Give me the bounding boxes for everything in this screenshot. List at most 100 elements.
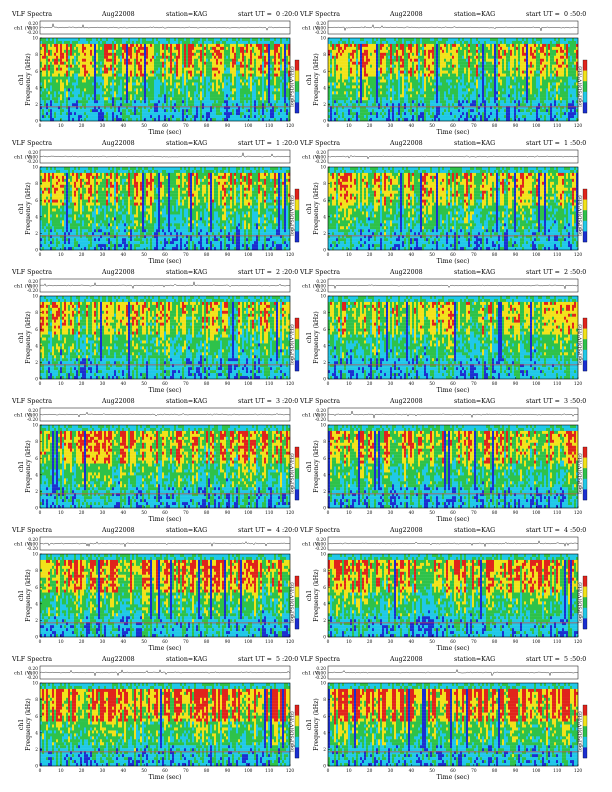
spectrogram-cell (178, 67, 181, 71)
spectrogram-cell (220, 58, 223, 62)
spectrogram-cell (54, 103, 57, 107)
spectrogram-cell (190, 52, 193, 56)
spectrogram-cell (336, 97, 339, 101)
spectrogram-cell (386, 38, 389, 42)
spectrogram-cell (250, 82, 253, 86)
spectrogram-cell (418, 103, 421, 107)
spectrogram-cell (288, 115, 291, 119)
spectrogram-cell (272, 85, 275, 89)
spectrogram-cell (108, 97, 111, 101)
spectrogram-cell (242, 64, 245, 68)
spectrogram-cell (92, 79, 95, 83)
spectrogram-cell (156, 112, 159, 116)
spectrogram-cell (164, 40, 167, 45)
spectrogram-cell (390, 40, 393, 45)
spectrogram-cell (158, 46, 161, 50)
spectrogram-cell (258, 88, 261, 92)
spectrogram-cell (138, 64, 141, 68)
spectrogram-cell (338, 49, 341, 53)
spectrogram-cell (404, 85, 407, 89)
spectrogram-cell (90, 97, 93, 101)
spectrogram-cell (284, 55, 287, 59)
spectrogram-cell (342, 103, 345, 107)
spectrogram-cell (48, 64, 51, 68)
spectrogram-cell (224, 40, 227, 45)
spectrogram-cell (340, 73, 343, 77)
spectrogram-cell (412, 67, 415, 71)
spectrogram-cell (114, 38, 117, 42)
spectrogram-cell (248, 88, 251, 92)
spectrogram-cell (126, 73, 129, 77)
spectrogram-cell (90, 85, 93, 89)
spectrogram-cell (264, 58, 267, 62)
spectrogram-cell (196, 85, 199, 89)
spectrogram-cell (406, 109, 409, 113)
spectrogram-cell (158, 52, 161, 56)
spectrogram-cell (168, 52, 171, 56)
spectrogram-cell (376, 97, 379, 101)
spectrogram-cell (340, 118, 343, 122)
spectrogram-cell (120, 64, 123, 68)
spectrogram-cell (368, 115, 371, 119)
spectrogram-cell (234, 76, 237, 80)
spectrogram-cell (332, 49, 335, 53)
spectrogram-cell (188, 73, 191, 77)
spectrogram-cell (408, 38, 411, 42)
spectrogram-cell (66, 38, 69, 42)
spectrogram-cell (380, 106, 383, 110)
spectrogram-cell (388, 64, 391, 68)
spectrogram-cell (106, 103, 109, 107)
spectrogram-cell (110, 38, 113, 42)
spectrogram-cell (184, 46, 187, 50)
spectrogram-cell (242, 70, 245, 74)
spectrogram-cell (398, 70, 401, 74)
spectrogram-cell (420, 88, 423, 92)
spectrogram-cell (266, 91, 269, 95)
spectrogram-cell (234, 106, 237, 110)
spectrogram-cell (124, 76, 127, 80)
spectrogram-cell (82, 52, 85, 56)
spectrogram-cell (56, 115, 59, 119)
spectrogram-cell (52, 73, 55, 77)
spectrogram-cell (254, 103, 257, 107)
spectrogram-cell (216, 82, 219, 86)
spectrogram-cell (80, 82, 83, 86)
spectrogram-cell (196, 73, 199, 77)
spectrogram-cell (212, 55, 215, 59)
spectrogram-cell (236, 103, 239, 107)
spectrogram-cell (222, 38, 225, 42)
spectrogram-cell (216, 103, 219, 107)
spectrogram-cell (254, 106, 257, 110)
spectrogram-cell (44, 118, 47, 122)
spectrogram-cell (80, 94, 83, 98)
spectrogram-cell (214, 67, 217, 71)
spectrogram-cell (226, 97, 229, 101)
spectrogram-cell (400, 85, 403, 89)
spectrogram-cell (96, 43, 99, 48)
spectrogram-cell (66, 109, 69, 113)
spectrogram-cell (284, 58, 287, 62)
spectrogram-cell (46, 115, 49, 119)
spectrogram-cell (216, 115, 219, 119)
spectrogram-cell (354, 52, 357, 56)
spectrogram-cell (246, 58, 249, 62)
spectrogram-cell (346, 40, 349, 45)
spectrogram-cell (406, 49, 409, 53)
spectrogram-cell (240, 64, 243, 68)
spectrogram-cell (138, 88, 141, 92)
spectrogram-cell (72, 79, 75, 83)
spectrogram-cell (244, 109, 247, 113)
spectrogram-cell (190, 49, 193, 53)
spectrogram-cell (192, 109, 195, 113)
spectrogram-cell (164, 109, 167, 113)
spectrogram-cell (288, 106, 291, 110)
spectrogram-cell (354, 40, 357, 45)
spectrogram-cell (222, 70, 225, 74)
spectrogram-cell (70, 106, 73, 110)
spectrogram-cell (124, 64, 127, 68)
spectrogram-cell (346, 85, 349, 89)
spectrogram-cell (364, 38, 367, 42)
spectrogram-cell (54, 88, 57, 92)
spectrogram-cell (408, 79, 411, 83)
spectrogram-cell (354, 91, 357, 95)
